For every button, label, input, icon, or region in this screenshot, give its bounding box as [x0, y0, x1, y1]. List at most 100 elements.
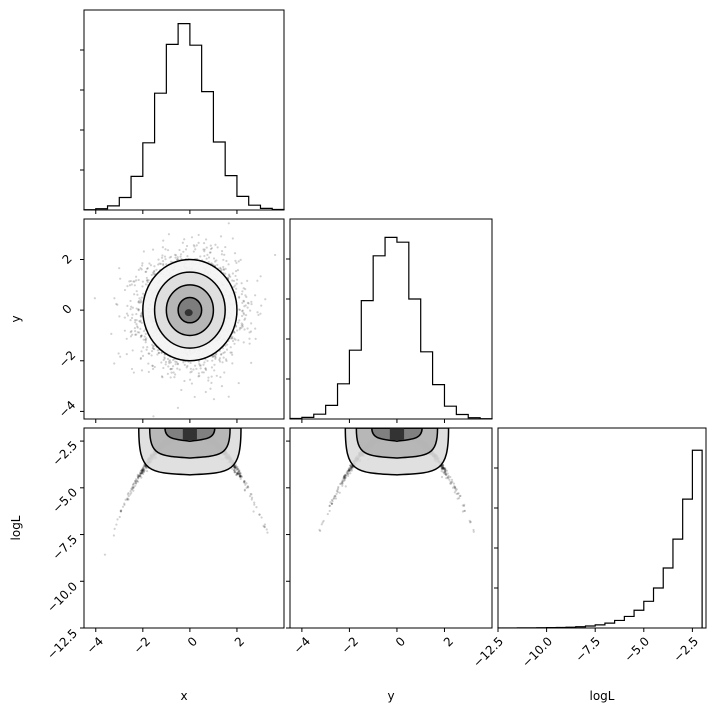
scatter-point-x-y — [146, 346, 148, 348]
scatter-point-x-y — [242, 309, 244, 311]
scatter-point-x-y — [138, 331, 140, 333]
scatter-point-x-y — [136, 290, 138, 292]
scatter-point-x-y — [148, 262, 150, 264]
ticks-hist-logL — [494, 468, 692, 632]
scatter-point-x-y — [211, 247, 213, 249]
scatter-point-x-y — [250, 330, 252, 332]
scatter-point-x-y — [136, 294, 138, 296]
scatter-point-x-y — [213, 364, 215, 366]
scatter-point-x-y — [206, 254, 208, 256]
scatter-point-x-y — [113, 362, 115, 364]
scatter-point-x-y — [130, 306, 132, 308]
scatter-point-x-y — [170, 372, 172, 374]
scatter-point-x-y — [165, 361, 167, 363]
scatter-point-x-y — [150, 264, 152, 266]
scatter-point-x-y — [163, 356, 165, 358]
frame-hist-y — [290, 219, 492, 419]
scatter-point-x-y — [207, 379, 209, 381]
scatter-point-x-y — [216, 375, 218, 377]
scatter-point-x-y — [274, 254, 276, 256]
scatter-point-x-y — [235, 270, 237, 272]
panel-scatter-x-logL — [80, 428, 284, 632]
scatter-point-x-y — [189, 371, 191, 373]
scatter-point-x-y — [180, 253, 182, 255]
scatter-point-x-y — [232, 237, 234, 239]
scatter-point-x-y — [245, 304, 247, 306]
scatter-point-x-y — [237, 339, 239, 341]
scatter-point-x-y — [134, 327, 136, 329]
scatter-point-x-y — [183, 238, 185, 240]
scatter-point-x-y — [118, 352, 120, 354]
scatter-point-x-y — [209, 388, 211, 390]
scatter-point-x-y — [190, 368, 192, 370]
scatter-point-x-y — [175, 363, 177, 365]
scatter-point-x-y — [229, 352, 231, 354]
scatter-point-x-y — [239, 309, 241, 311]
scatter-point-x-y — [135, 313, 137, 315]
scatter-point-x-y — [153, 273, 155, 275]
scatter-point-x-y — [207, 377, 209, 379]
scatter-point-scatter-x-logL — [116, 518, 118, 520]
scatter-point-x-y — [196, 244, 198, 246]
panel-hist-x — [80, 10, 284, 214]
scatter-point-x-y — [182, 242, 184, 244]
scatter-point-x-y — [144, 335, 146, 337]
scatter-point-x-y — [164, 258, 166, 260]
scatter-point-x-y — [234, 339, 236, 341]
scatter-point-x-y — [141, 369, 143, 371]
scatter-point-x-y — [206, 258, 208, 260]
scatter-point-x-y — [141, 262, 143, 264]
scatter-point-x-y — [238, 297, 240, 299]
scatter-point-x-y — [119, 356, 121, 358]
scatter-point-x-y — [246, 327, 248, 329]
scatter-point-x-y — [221, 253, 223, 255]
scatter-point-x-y — [243, 341, 245, 343]
scatter-point-x-y — [220, 268, 222, 270]
scatter-point-x-y — [226, 349, 228, 351]
scatter-point-x-y — [200, 367, 202, 369]
scatter-point-x-y — [139, 328, 141, 330]
scatter-point-scatter-x-logL — [130, 492, 132, 494]
scatter-point-x-y — [162, 260, 164, 262]
scatter-point-x-y — [157, 349, 159, 351]
scatter-point-x-y — [205, 238, 207, 240]
scatter-point-x-y — [255, 338, 257, 340]
scatter-point-x-y — [182, 251, 184, 253]
scatter-point-x-y — [155, 269, 157, 271]
scatter-point-x-y — [153, 265, 155, 267]
scatter-point-x-y — [236, 279, 238, 281]
scatter-point-x-y — [211, 360, 213, 362]
scatter-point-x-y — [145, 333, 147, 335]
scatter-point-x-y — [211, 366, 213, 368]
scatter-point-scatter-x-logL — [104, 554, 106, 556]
scatter-point-x-y — [256, 280, 258, 282]
scatter-point-scatter-x-logL — [146, 470, 148, 472]
scatter-point-x-y — [151, 350, 153, 352]
scatter-point-x-y — [110, 333, 112, 335]
scatter-point-x-y — [219, 376, 221, 378]
scatter-point-x-y — [191, 236, 193, 238]
scatter-point-x-y — [135, 323, 137, 325]
scatter-point-x-y — [203, 361, 205, 363]
scatter-point-x-y — [264, 298, 266, 300]
scatter-point-x-y — [254, 294, 256, 296]
hist-x-steps — [84, 24, 284, 210]
scatter-point-x-y — [161, 375, 163, 377]
scatter-point-x-y — [142, 355, 144, 357]
scatter-point-x-y — [259, 313, 261, 315]
scatter-point-x-y — [144, 338, 146, 340]
scatter-point-x-y — [133, 293, 135, 295]
scatter-point-x-y — [134, 334, 136, 336]
scatter-point-x-y — [140, 358, 142, 360]
scatter-point-x-y — [189, 362, 191, 364]
scatter-point-x-y — [135, 279, 137, 281]
scatter-point-x-y — [221, 361, 223, 363]
scatter-point-x-y — [148, 371, 150, 373]
scatter-point-x-y — [146, 277, 148, 279]
scatter-point-x-y — [119, 278, 121, 280]
scatter-point-x-y — [192, 368, 194, 370]
scatter-point-x-y — [237, 321, 239, 323]
scatter-point-x-y — [184, 364, 186, 366]
scatter-point-x-y — [247, 307, 249, 309]
scatter-point-x-y — [183, 380, 185, 382]
